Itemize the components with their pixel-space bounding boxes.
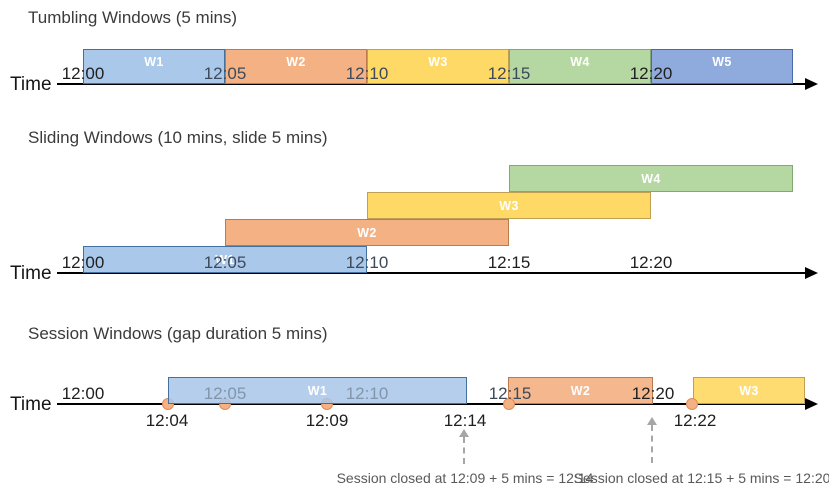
window-label: W3	[739, 383, 759, 398]
time-tick: 12:15	[487, 253, 531, 272]
time-axis-label: Time	[10, 74, 52, 95]
window-bar: W3	[367, 192, 651, 219]
event-time-label: 12:04	[145, 411, 189, 430]
window-label: W3	[428, 55, 448, 69]
window-bar: W1	[83, 49, 225, 84]
arrow-right-icon	[805, 398, 818, 410]
time-tick: 12:15	[487, 64, 531, 83]
window-bar: W5	[651, 49, 793, 84]
event-time-label: 12:09	[305, 411, 349, 430]
arrow-right-icon	[805, 78, 818, 90]
section-title: Session Windows (gap duration 5 mins)	[28, 324, 328, 343]
window-bar: W4	[509, 165, 793, 192]
time-axis-label: Time	[10, 263, 52, 284]
event-dot	[503, 398, 515, 410]
callout-dashed-line	[651, 425, 653, 463]
section-title: Tumbling Windows (5 mins)	[28, 8, 238, 27]
window-bar: W4	[509, 49, 651, 84]
time-tick: 12:20	[629, 253, 673, 272]
window-label: W1	[144, 55, 164, 69]
section-title: Sliding Windows (10 mins, slide 5 mins)	[28, 128, 328, 147]
time-tick: 12:10	[345, 384, 389, 403]
window-bar: W1	[168, 377, 467, 404]
time-tick: 12:20	[631, 384, 675, 403]
time-tick: 12:00	[61, 64, 105, 83]
event-time-label: 12:14	[443, 411, 487, 430]
window-label: W2	[286, 55, 306, 69]
time-tick: 12:05	[203, 384, 247, 403]
window-label: W2	[357, 225, 377, 240]
event-dot	[686, 398, 698, 410]
window-label: W4	[641, 171, 661, 186]
window-label: W1	[307, 383, 328, 398]
window-label: W5	[712, 55, 732, 69]
arrow-up-icon	[459, 429, 469, 437]
time-tick: 12:10	[345, 253, 389, 272]
timeline	[57, 83, 809, 85]
window-label: W1	[215, 252, 235, 267]
timeline	[57, 403, 809, 405]
arrow-right-icon	[805, 267, 818, 279]
event-time-label: 12:22	[673, 411, 717, 430]
window-label: W3	[499, 198, 519, 213]
window-label: W4	[570, 55, 590, 69]
time-tick: 12:05	[203, 253, 247, 272]
time-tick: 12:00	[61, 253, 105, 272]
time-axis-label: Time	[10, 394, 52, 415]
window-bar: W3	[367, 49, 509, 84]
callout-dashed-line	[463, 437, 465, 464]
timeline	[57, 272, 809, 274]
window-bar: W3	[693, 377, 805, 404]
window-bar: W2	[225, 49, 367, 84]
window-bar: W2	[225, 219, 509, 246]
time-tick: 12:15	[488, 384, 532, 403]
arrow-up-icon	[647, 417, 657, 425]
time-tick: 12:10	[345, 64, 389, 83]
window-bar: W1	[83, 246, 367, 273]
session-close-annotation: Session closed at 12:09 + 5 mins = 12:14	[336, 470, 594, 486]
time-tick: 12:20	[629, 64, 673, 83]
window-label: W2	[570, 383, 591, 398]
session-close-annotation: Session closed at 12:15 + 5 mins = 12:20	[573, 470, 829, 486]
time-tick: 12:00	[61, 384, 105, 403]
time-tick: 12:05	[203, 64, 247, 83]
window-bar: W2	[508, 377, 653, 404]
